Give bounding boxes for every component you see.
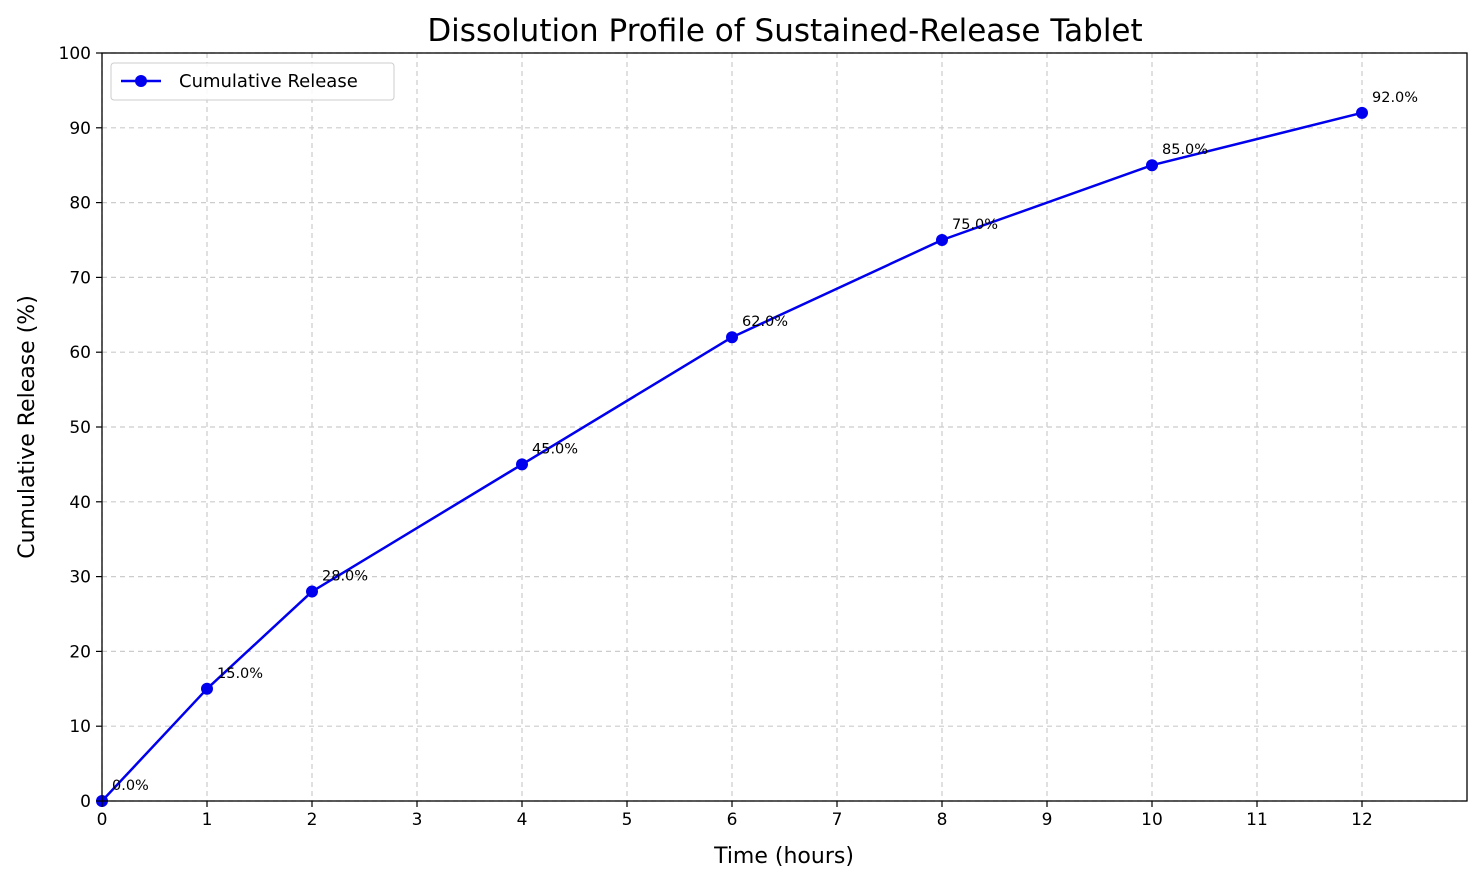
data-point <box>201 682 213 695</box>
data-label: 62.0% <box>742 314 788 330</box>
y-tick-label: 100 <box>59 44 91 64</box>
x-tick-label: 3 <box>412 810 423 830</box>
y-tick-label: 40 <box>69 493 91 513</box>
x-axis: 0 1 2 3 4 5 6 7 8 9 10 11 12 <box>97 801 1373 830</box>
y-tick-label: 10 <box>69 717 91 737</box>
data-point <box>936 234 948 246</box>
y-tick-label: 90 <box>69 119 91 139</box>
data-point <box>306 585 318 598</box>
x-tick-label: 0 <box>97 810 108 830</box>
plot-frame <box>101 52 1468 802</box>
data-label: 75.0% <box>952 217 998 233</box>
x-tick-label: 6 <box>727 810 738 830</box>
x-axis-label: Time (hours) <box>713 844 854 869</box>
y-axis-label: Cumulative Release (%) <box>15 295 40 559</box>
x-tick-label: 8 <box>937 810 948 830</box>
y-tick-label: 60 <box>69 343 91 363</box>
x-tick-label: 4 <box>517 810 528 830</box>
y-tick-label: 0 <box>80 792 91 812</box>
data-label: 0.0% <box>112 778 149 794</box>
x-tick-label: 2 <box>307 810 318 830</box>
x-tick-label: 12 <box>1351 810 1373 830</box>
data-label: 15.0% <box>217 666 263 682</box>
x-tick-label: 11 <box>1246 810 1268 830</box>
chart-title: Dissolution Profile of Sustained-Release… <box>427 13 1142 49</box>
x-tick-label: 9 <box>1042 810 1053 830</box>
y-tick-label: 30 <box>69 568 91 588</box>
data-label: 85.0% <box>1162 142 1208 158</box>
y-tick-label: 70 <box>69 268 91 288</box>
legend-box <box>110 62 395 101</box>
x-tick-label: 10 <box>1141 810 1163 830</box>
x-tick-label: 1 <box>202 810 213 830</box>
y-axis: 0 10 20 30 40 50 60 70 80 90 100 <box>59 44 102 812</box>
series-line <box>101 111 1363 802</box>
data-label: 28.0% <box>322 569 368 585</box>
legend: Cumulative Release <box>110 62 395 101</box>
legend-label: Cumulative Release <box>179 71 358 92</box>
legend-marker-swatch <box>135 75 147 87</box>
data-label: 45.0% <box>532 441 578 457</box>
data-point <box>516 458 528 471</box>
data-point <box>726 331 738 344</box>
x-tick-label: 7 <box>832 810 843 830</box>
data-point <box>1146 159 1158 172</box>
data-point <box>1356 106 1368 119</box>
y-tick-label: 80 <box>69 194 91 214</box>
y-tick-label: 20 <box>69 642 91 662</box>
x-tick-label: 5 <box>622 810 633 830</box>
series-layer: 0.0% 15.0% 28.0% 45.0% 62.0% 75.0% 85.0% 92.0% <box>96 90 1418 807</box>
grid <box>101 52 1467 802</box>
data-label: 92.0% <box>1372 90 1418 106</box>
y-tick-label: 50 <box>69 418 91 438</box>
